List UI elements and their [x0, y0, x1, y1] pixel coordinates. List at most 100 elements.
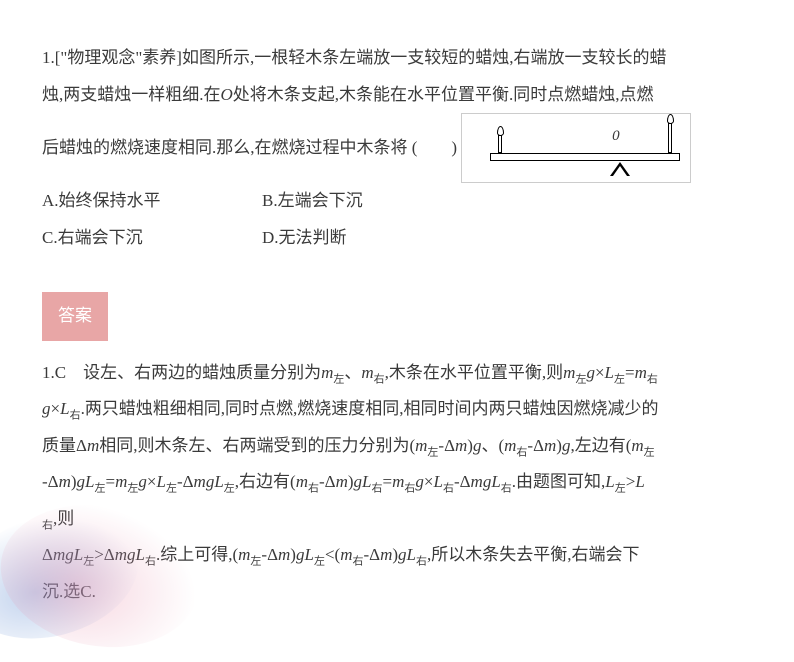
q-text: 处将木条支起,木条能在水平位置平衡.同时点燃蜡烛,点燃 — [233, 85, 654, 104]
var-m: m — [296, 472, 308, 491]
sub-you: 右 — [308, 483, 319, 495]
ans-t: 沉.选C. — [42, 582, 96, 601]
var-m: m — [194, 472, 206, 491]
ans-t: -Δ — [438, 436, 455, 455]
var-m: m — [380, 545, 392, 564]
flame-icon — [667, 114, 673, 122]
var-L: L — [407, 545, 416, 564]
question-line-1: 1.["物理观念"素养]如图所示,一根轻木条左端放一支较短的蜡烛,右端放一支较长… — [42, 40, 752, 77]
ans-t: -Δ — [319, 472, 336, 491]
var-g: g — [65, 545, 74, 564]
var-L: L — [136, 545, 145, 564]
ans-t: ,所以木条失去平衡,右端会下 — [427, 545, 640, 564]
sub-zuo: 左 — [614, 373, 625, 385]
options-row-1: A.始终保持水平 B.左端会下沉 — [42, 183, 752, 220]
var-m: m — [392, 472, 404, 491]
var-m: m — [336, 472, 348, 491]
answer-text: 1.C 设左、右两边的蜡烛质量分别为m左、m右,木条在水平位置平衡,则m左g×L… — [42, 355, 752, 610]
ans-t: .两只蜡烛粗细相同,同时点燃,燃烧速度相同,相同时间内两只蜡烛因燃烧减少的 — [81, 399, 659, 418]
ans-t: = — [106, 472, 116, 491]
var-L: L — [635, 472, 644, 491]
option-a: A.始终保持水平 — [42, 183, 262, 220]
sub-zuo: 左 — [95, 483, 106, 495]
ans-t: ,右边有( — [235, 472, 296, 491]
sub-zuo: 左 — [127, 483, 138, 495]
ans-t: ,左边有( — [570, 436, 631, 455]
sub-zuo: 左 — [224, 483, 235, 495]
sub-you: 右 — [501, 483, 512, 495]
question-line-3-row: 后蜡烛的燃烧速度相同.那么,在燃烧过程中木条将 ( ) 0 — [42, 113, 752, 183]
var-L: L — [491, 472, 500, 491]
page-content: 1.["物理观念"素养]如图所示,一根轻木条左端放一支较短的蜡烛,右端放一支较长… — [0, 0, 794, 609]
q-text: 烛,两支蜡烛一样粗细.在 — [42, 85, 221, 104]
sub-you: 右 — [372, 483, 383, 495]
ans-t: Δ — [42, 545, 53, 564]
sub-you: 右 — [374, 373, 385, 385]
sub-zuo: 左 — [333, 373, 344, 385]
sub-zuo: 左 — [575, 373, 586, 385]
sub-you: 右 — [647, 373, 658, 385]
var-O: O — [221, 85, 233, 104]
ans-t: -Δ — [42, 472, 59, 491]
sub-you: 右 — [443, 483, 454, 495]
var-L: L — [362, 472, 371, 491]
question-block: 1.["物理观念"素养]如图所示,一根轻木条左端放一支较短的蜡烛,右端放一支较长… — [42, 40, 752, 256]
question-line-2: 烛,两支蜡烛一样粗细.在O处将木条支起,木条能在水平位置平衡.同时点燃蜡烛,点燃 — [42, 77, 752, 114]
sub-you: 右 — [516, 446, 527, 458]
var-m: m — [631, 436, 643, 455]
var-m: m — [278, 545, 290, 564]
ans-t: .由题图可知, — [512, 472, 606, 491]
sub-zuo: 左 — [166, 483, 177, 495]
var-m: m — [471, 472, 483, 491]
ans-t: × — [51, 399, 61, 418]
option-b: B.左端会下沉 — [262, 183, 442, 220]
option-d: D.无法判断 — [262, 220, 442, 257]
ans-t: 、 — [344, 363, 361, 382]
sub-zuo: 左 — [427, 446, 438, 458]
sub-you: 右 — [352, 556, 363, 568]
ans-t: 相同,则木条左、右两端受到的压力分别为( — [99, 436, 415, 455]
ans-t: -Δ — [454, 472, 471, 491]
var-g: g — [127, 545, 136, 564]
var-m: m — [361, 363, 373, 382]
diagram-candle-right — [668, 123, 672, 153]
var-m: m — [321, 363, 333, 382]
sub-zuo: 左 — [644, 446, 655, 458]
ans-t: >Δ — [94, 545, 115, 564]
var-L: L — [60, 399, 69, 418]
var-L: L — [605, 363, 614, 382]
sub-zuo: 左 — [250, 556, 261, 568]
var-g: g — [354, 472, 363, 491]
ans-t: .综上可得,( — [156, 545, 238, 564]
ans-t: × — [595, 363, 605, 382]
var-m: m — [59, 472, 71, 491]
var-g: g — [415, 472, 424, 491]
question-line-3: 后蜡烛的燃烧速度相同.那么,在燃烧过程中木条将 ( ) — [42, 130, 457, 167]
balance-diagram: 0 — [461, 113, 691, 183]
ans-t: -Δ — [177, 472, 194, 491]
ans-t: = — [625, 363, 635, 382]
ans-t: = — [383, 472, 393, 491]
var-g: g — [77, 472, 86, 491]
var-L: L — [74, 545, 83, 564]
ans-t: 质量Δ — [42, 436, 87, 455]
ans-t: 、 — [481, 436, 498, 455]
flame-icon — [497, 126, 503, 134]
ans-t: ,则 — [53, 509, 74, 528]
var-m: m — [544, 436, 556, 455]
ans-t: > — [626, 472, 636, 491]
diagram-bar — [490, 153, 680, 161]
ans-t: -Δ — [261, 545, 278, 564]
var-m: m — [635, 363, 647, 382]
var-L: L — [214, 472, 223, 491]
diagram-candle-left — [498, 135, 502, 153]
sub-zuo: 左 — [314, 556, 325, 568]
ans-t: 1.C 设左、右两边的蜡烛质量分别为 — [42, 363, 321, 382]
answer-tag: 答案 — [42, 292, 108, 341]
var-g: g — [138, 472, 147, 491]
var-m: m — [53, 545, 65, 564]
var-m: m — [87, 436, 99, 455]
var-L: L — [304, 545, 313, 564]
var-g: g — [398, 545, 407, 564]
sub-zuo: 左 — [615, 483, 626, 495]
